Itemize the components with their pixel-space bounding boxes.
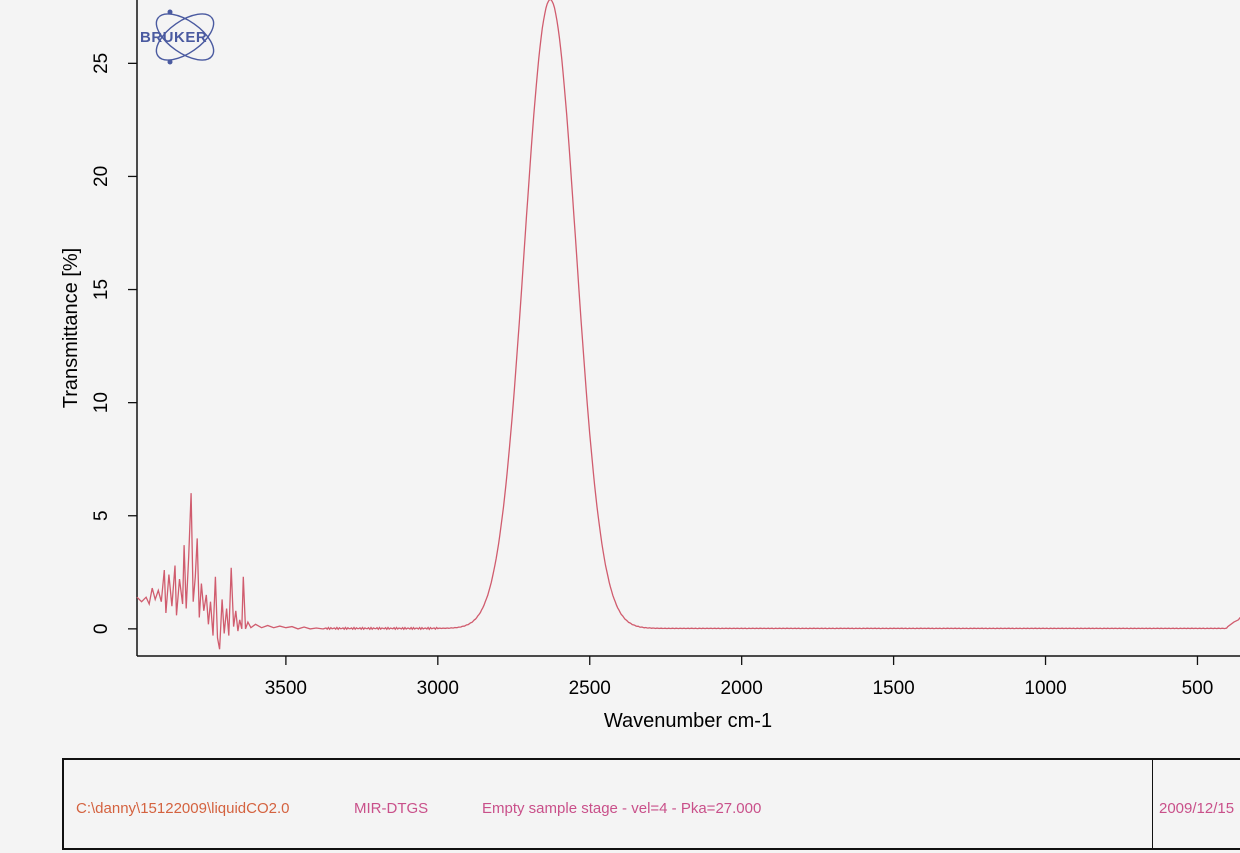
x-axis-ticks: 3500 3000 2500 2000 1500 1000 500 [265, 656, 1214, 699]
date-text: 2009/12/15 [1159, 800, 1235, 817]
y-tick-label: 15 [91, 279, 112, 300]
x-tick-label: 500 [1182, 678, 1214, 699]
y-tick-label: 20 [91, 166, 112, 187]
x-tick-label: 3500 [265, 678, 307, 699]
x-tick-label: 3000 [417, 678, 459, 699]
logo-text: BRUKER [140, 29, 207, 46]
y-tick-label: 25 [91, 53, 112, 74]
y-axis-title: Transmittance [%] [60, 248, 82, 408]
x-tick-label: 2000 [721, 678, 763, 699]
y-tick-label: 5 [91, 510, 112, 521]
x-tick-label: 1000 [1024, 678, 1066, 699]
description-text: Empty sample stage - vel=4 - Pka=27.000 [482, 800, 762, 817]
spectrum-line [136, 0, 1240, 650]
y-tick-label: 0 [91, 624, 112, 635]
y-tick-label: 10 [91, 392, 112, 413]
x-tick-label: 2500 [569, 678, 611, 699]
info-box: C:\danny\15122009\liquidCO2.0 MIR-DTGS E… [62, 758, 1240, 850]
info-box-divider [1152, 760, 1153, 848]
file-path-text: C:\danny\15122009\liquidCO2.0 [76, 800, 290, 817]
y-axis-ticks: 0 5 10 15 20 25 [91, 53, 137, 634]
detector-text: MIR-DTGS [354, 800, 429, 817]
spectrum-chart: BRUKER 0 5 10 15 20 25 3500 3000 2500 2000 1500 10… [60, 0, 1240, 732]
x-axis-title: Wavenumber cm-1 [604, 710, 772, 732]
x-tick-label: 1500 [872, 678, 914, 699]
bruker-logo: BRUKER [140, 9, 215, 65]
